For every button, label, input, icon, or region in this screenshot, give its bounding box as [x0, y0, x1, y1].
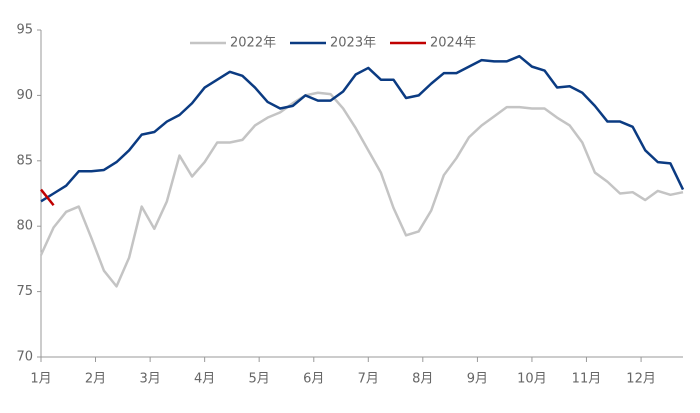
- legend-label: 2022年: [230, 36, 276, 51]
- x-tick-label: 8月: [412, 372, 433, 387]
- x-tick-label: 3月: [139, 372, 160, 387]
- x-tick-label: 7月: [358, 372, 379, 387]
- x-tick-label: 10月: [517, 372, 547, 387]
- x-tick-label: 11月: [572, 372, 602, 387]
- x-tick-label: 9月: [467, 372, 488, 387]
- y-tick-label: 95: [16, 23, 33, 38]
- x-tick-label: 6月: [303, 372, 324, 387]
- legend-label: 2024年: [430, 36, 476, 51]
- x-tick-label: 2月: [85, 372, 106, 387]
- y-tick-label: 70: [16, 350, 33, 365]
- series-line: [39, 91, 684, 288]
- x-tick-label: 4月: [194, 372, 215, 387]
- x-tick-label: 12月: [626, 372, 656, 387]
- y-tick-label: 85: [16, 153, 33, 168]
- x-tick-label: 5月: [249, 372, 270, 387]
- y-tick-label: 90: [16, 88, 33, 103]
- series-line: [40, 188, 55, 207]
- y-tick-label: 80: [16, 219, 33, 234]
- x-tick-label: 1月: [30, 372, 51, 387]
- legend-label: 2023年: [330, 36, 376, 51]
- y-tick-label: 75: [16, 284, 33, 299]
- series-line: [40, 54, 685, 203]
